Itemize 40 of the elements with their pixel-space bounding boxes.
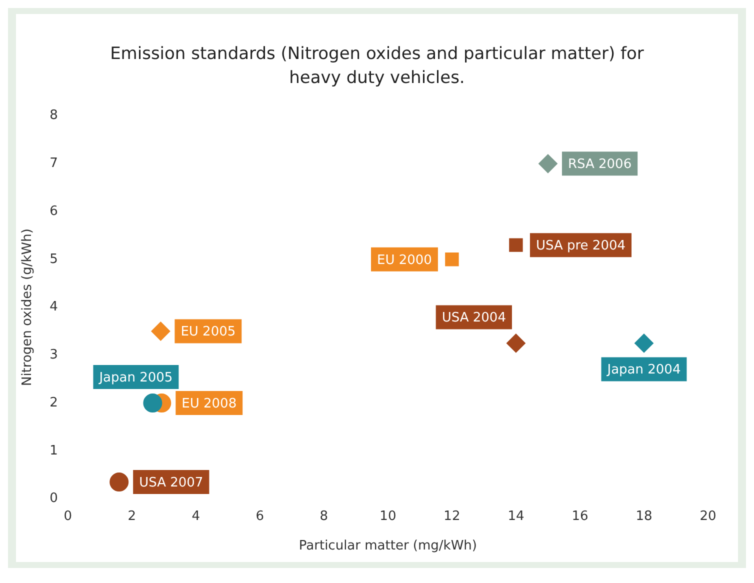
y-tick-label: 1 xyxy=(50,443,58,458)
series-label: Japan 2005 xyxy=(98,370,173,386)
y-axis-title: Nitrogen oxides (g/kWh) xyxy=(20,228,36,386)
y-tick-label: 0 xyxy=(50,491,58,506)
series-label: USA 2007 xyxy=(139,475,204,490)
y-tick-label: 8 xyxy=(50,108,58,124)
point xyxy=(151,322,170,341)
series-label: RSA 2006 xyxy=(568,157,632,172)
series-label: Japan 2004 xyxy=(606,362,681,378)
x-tick-label: 20 xyxy=(700,508,716,524)
series-label: EU 2008 xyxy=(182,396,237,412)
point xyxy=(634,334,654,353)
series-label: EU 2005 xyxy=(180,324,236,340)
x-tick-label: 14 xyxy=(508,508,524,524)
x-tick-label: 0 xyxy=(64,508,72,524)
series-label: USA 2004 xyxy=(442,310,506,326)
x-tick-label: 16 xyxy=(572,508,588,524)
y-tick-label: 6 xyxy=(50,204,58,219)
chart-title: Emission standards (Nitrogen oxides and particular matter) for heavy duty vehicles. xyxy=(109,43,645,90)
point xyxy=(445,252,459,266)
x-tick-label: 4 xyxy=(192,508,200,524)
y-tick-label: 5 xyxy=(50,252,58,267)
x-tick-label: 2 xyxy=(128,508,136,524)
x-tick-label: 6 xyxy=(256,508,264,524)
y-tick-label: 4 xyxy=(50,300,58,315)
x-axis-title: Particular matter (mg/kWh) xyxy=(298,538,477,554)
point xyxy=(143,394,162,413)
point xyxy=(110,472,129,492)
point xyxy=(506,334,526,353)
x-tick-label: 18 xyxy=(636,508,652,524)
series-label: EU 2000 xyxy=(377,252,432,268)
y-tick-label: 3 xyxy=(50,348,58,363)
x-tick-label: 8 xyxy=(320,508,328,524)
x-tick-label: 10 xyxy=(380,508,396,524)
y-tick-label: 7 xyxy=(50,156,58,172)
x-tick-label: 12 xyxy=(444,508,460,524)
point xyxy=(509,238,523,252)
y-tick-label: 2 xyxy=(50,395,58,410)
point xyxy=(538,154,558,174)
series-label: USA pre 2004 xyxy=(536,238,626,254)
